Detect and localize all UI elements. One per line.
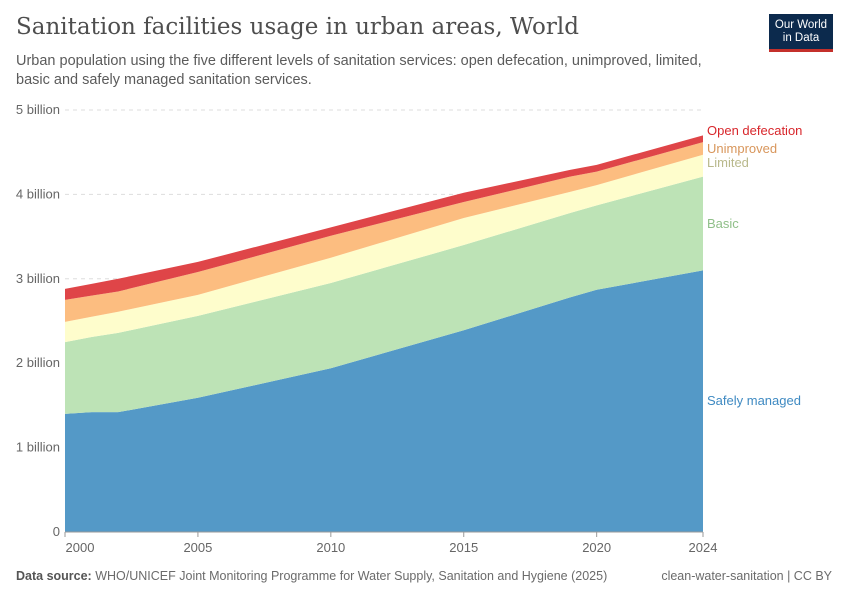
logo-line-2: in Data xyxy=(782,32,820,44)
area-open-defecation xyxy=(65,135,703,300)
source-label: Data source: xyxy=(16,569,92,583)
y-tick-label: 5 billion xyxy=(16,102,60,117)
x-tick-label: 2020 xyxy=(582,540,611,555)
legend-label-limited: Limited xyxy=(707,155,749,170)
x-tick-label: 2010 xyxy=(316,540,345,555)
x-tick-label: 2005 xyxy=(183,540,212,555)
chart-title: Sanitation facilities usage in urban are… xyxy=(16,14,579,40)
owid-logo[interactable]: Our World in Data xyxy=(769,14,833,52)
license[interactable]: clean-water-sanitation | CC BY xyxy=(661,569,832,583)
logo-line-1: Our World xyxy=(774,19,828,31)
y-tick-label: 2 billion xyxy=(16,355,60,370)
legend-label-basic: Basic xyxy=(707,216,739,231)
area-limited xyxy=(65,154,703,343)
area-unimproved xyxy=(65,142,703,322)
legend-label-unimproved: Unimproved xyxy=(707,141,777,156)
data-source: Data source: WHO/UNICEF Joint Monitoring… xyxy=(16,569,607,583)
legend-label-safely-managed: Safely managed xyxy=(707,393,801,408)
area-safely-managed xyxy=(65,270,703,532)
y-tick-label: 3 billion xyxy=(16,271,60,286)
legend-label-open-defecation: Open defecation xyxy=(707,123,802,138)
area-basic xyxy=(65,176,703,414)
x-tick-label: 2024 xyxy=(689,540,718,555)
chart-subtitle: Urban population using the five differen… xyxy=(16,53,702,88)
source-text: WHO/UNICEF Joint Monitoring Programme fo… xyxy=(95,569,608,583)
x-tick-label: 2000 xyxy=(66,540,95,555)
y-tick-label: 4 billion xyxy=(16,186,60,201)
y-tick-label: 0 xyxy=(53,524,60,539)
y-tick-label: 1 billion xyxy=(16,440,60,455)
x-tick-label: 2015 xyxy=(449,540,478,555)
